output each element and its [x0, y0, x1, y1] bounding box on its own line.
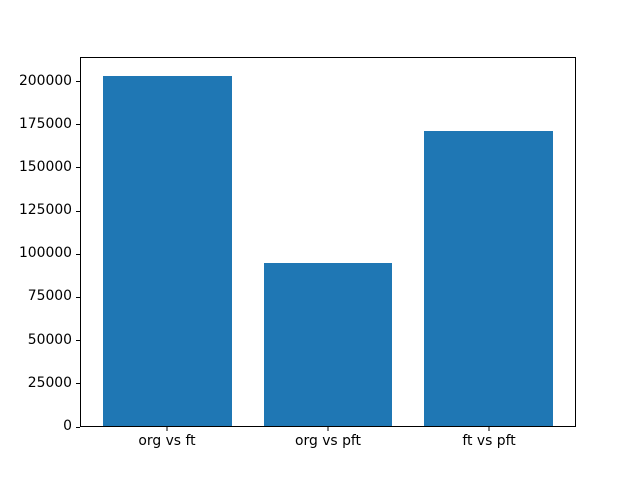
x-tick-label-org-vs-pft: org vs pft: [295, 433, 361, 449]
bar-ft-vs-pft: [424, 130, 553, 426]
y-tick-mark: [76, 124, 80, 126]
y-tick-mark: [76, 210, 80, 212]
y-tick-mark: [76, 340, 80, 342]
y-tick-label: 0: [63, 418, 72, 435]
bar-org-vs-pft: [263, 262, 393, 426]
x-tick-mark: [488, 427, 490, 431]
x-tick-mark: [166, 427, 168, 431]
x-tick-label-org-vs-ft: org vs ft: [138, 433, 196, 449]
y-tick-mark: [76, 383, 80, 385]
y-tick-label: 50000: [27, 331, 72, 348]
y-tick-mark: [76, 296, 80, 298]
y-tick-label: 150000: [18, 158, 72, 175]
bars-container: [81, 58, 575, 426]
y-tick-label: 125000: [18, 202, 72, 219]
y-tick-mark: [76, 167, 80, 169]
y-tick-mark: [76, 81, 80, 83]
x-tick-mark: [327, 427, 329, 431]
y-tick-label: 175000: [18, 115, 72, 132]
y-tick-mark: [76, 253, 80, 255]
y-tick-label: 200000: [18, 72, 72, 89]
plot-area: [80, 57, 576, 427]
x-tick-label-ft-vs-pft: ft vs pft: [462, 433, 516, 449]
bar-org-vs-ft: [103, 75, 232, 426]
x-axis: org vs ft org vs pft ft vs pft: [80, 427, 576, 461]
y-tick-mark: [76, 426, 80, 428]
y-tick-label: 75000: [27, 288, 72, 305]
y-tick-label: 25000: [27, 374, 72, 391]
y-tick-label: 100000: [18, 245, 72, 262]
y-axis: 0 25000 50000 75000 100000 125000 150000 175000…: [0, 57, 80, 433]
